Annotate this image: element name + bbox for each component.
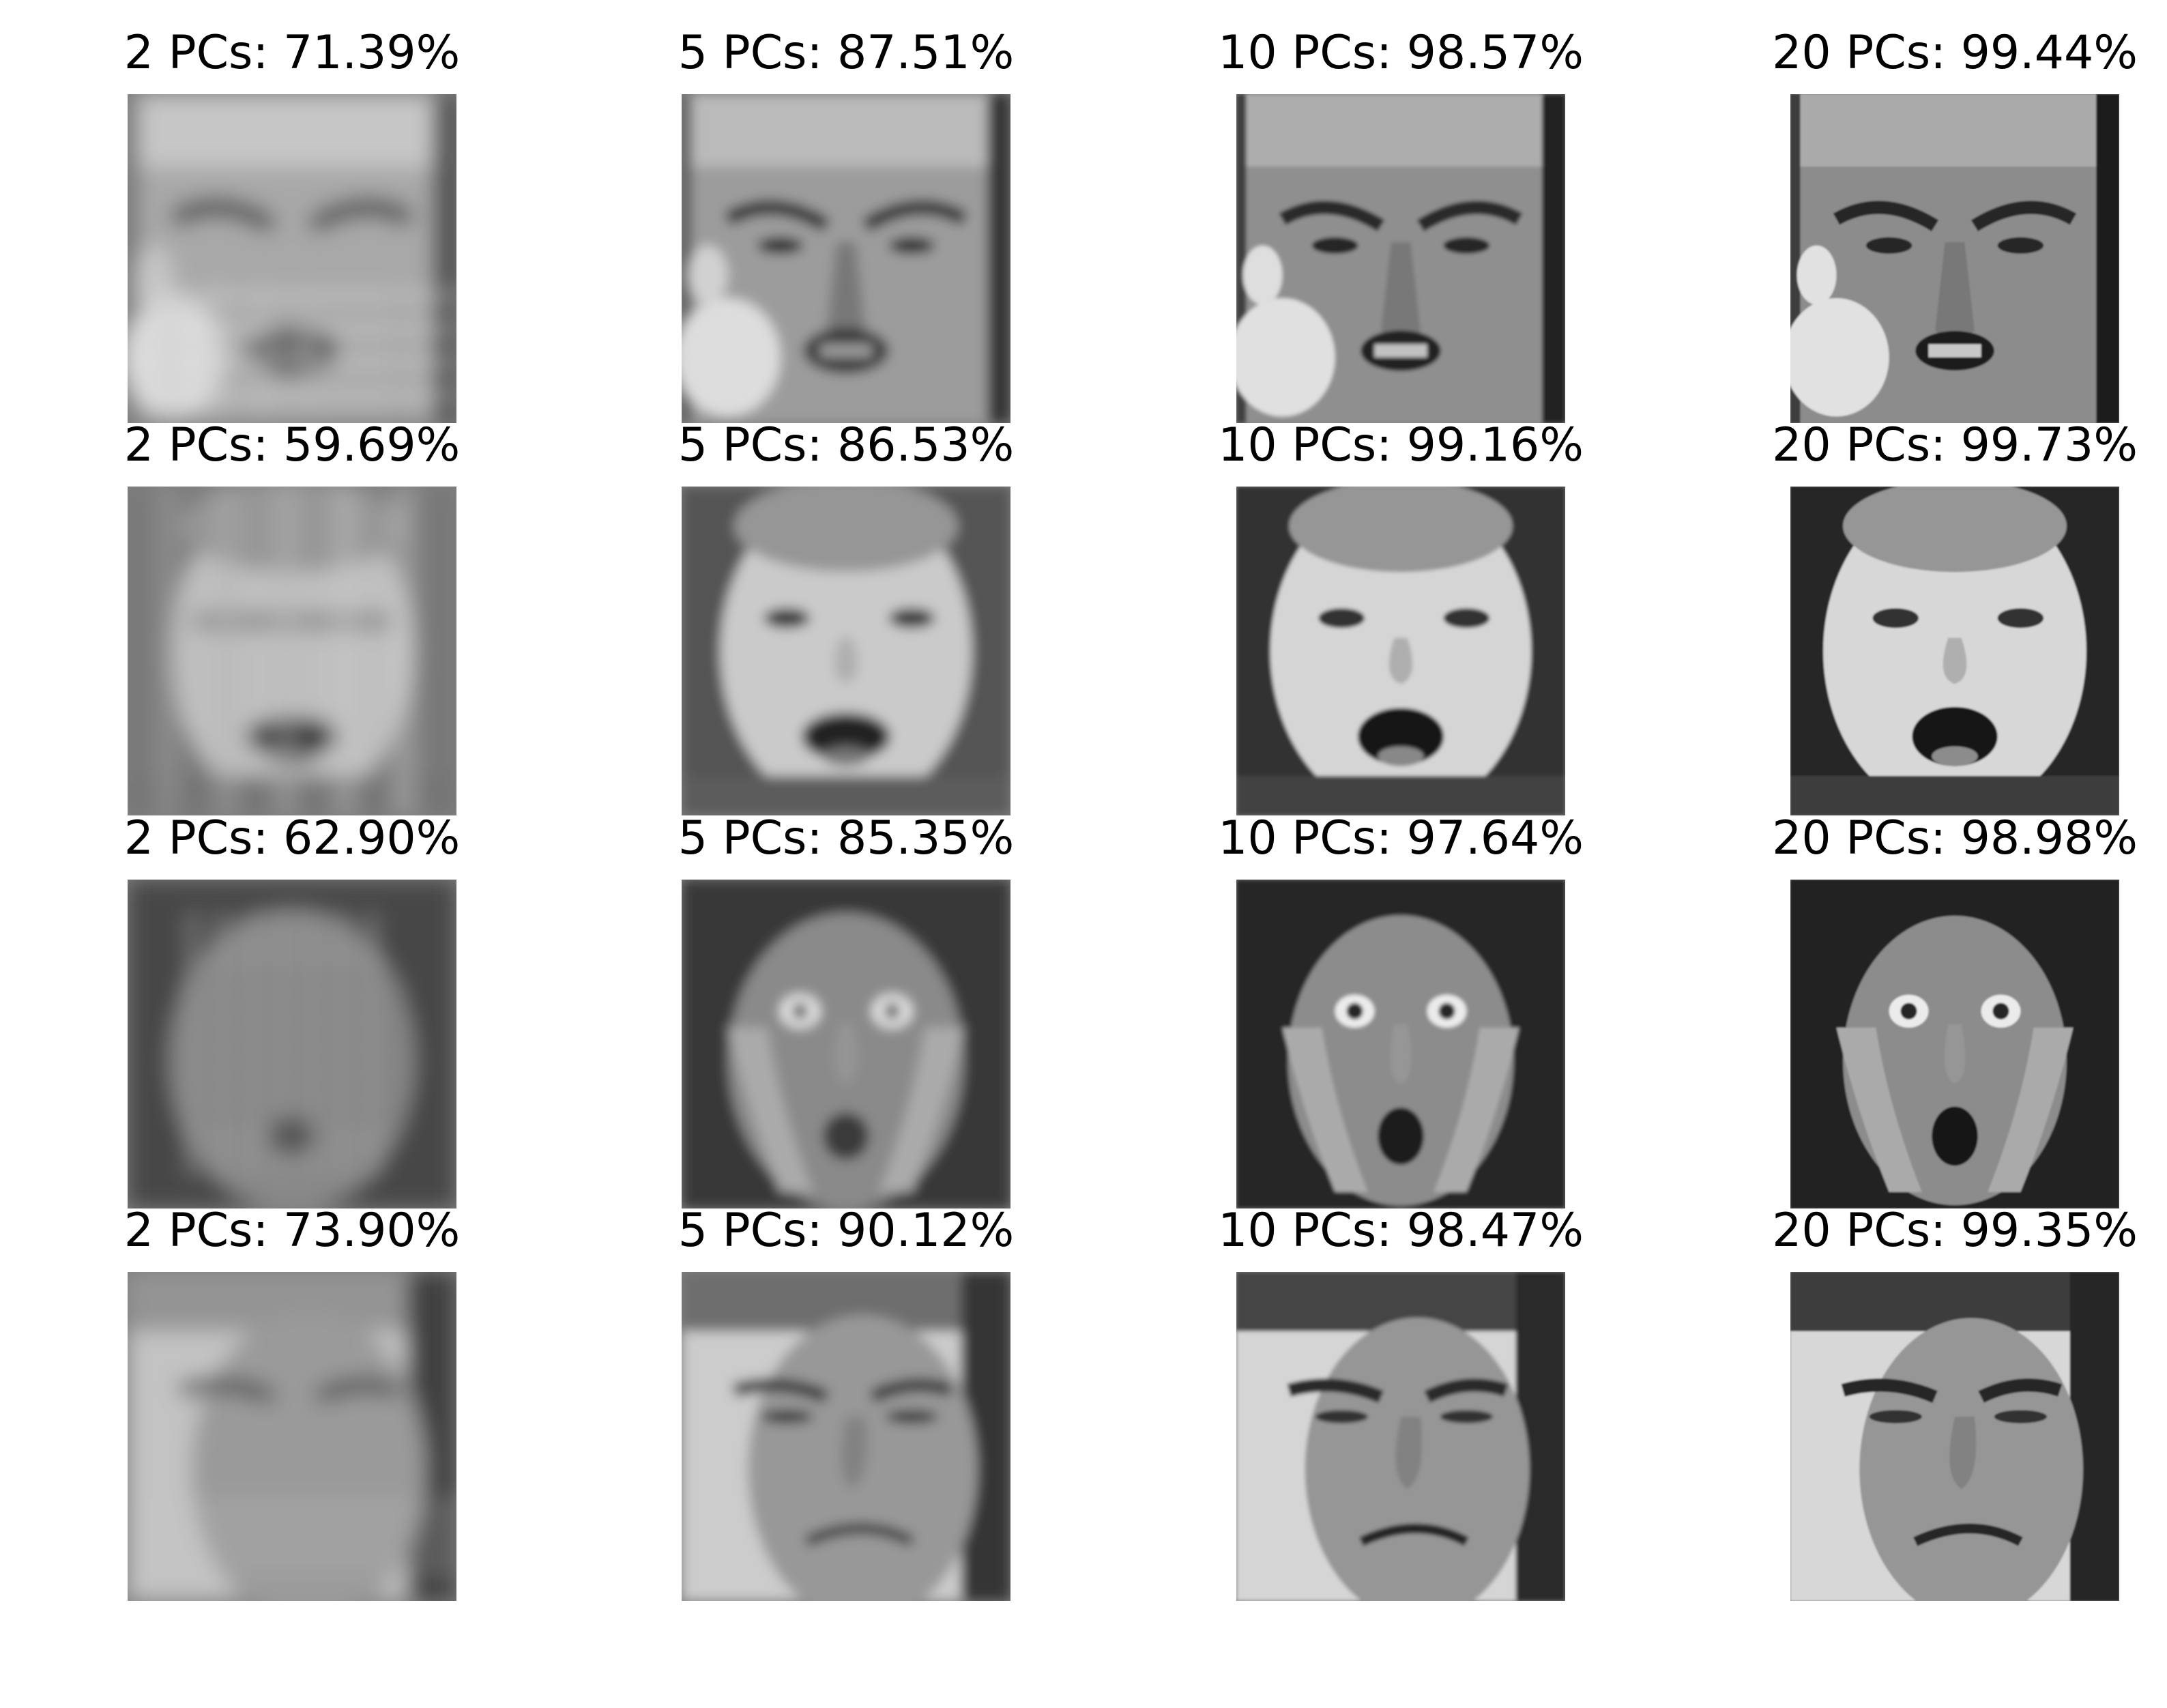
panel-title: 5 PCs: 87.51% [678, 26, 1015, 80]
face-panel-row2-col4: 20 PCs: 99.73% [1772, 418, 2138, 815]
panel-title: 10 PCs: 97.64% [1218, 811, 1584, 865]
face-panel-row1-col4: 20 PCs: 99.44% [1772, 26, 2138, 423]
panel-title: 10 PCs: 98.57% [1218, 26, 1584, 80]
panel-title: 2 PCs: 59.69% [123, 418, 461, 472]
reconstructed-face-image [128, 487, 456, 815]
reconstructed-face-image [682, 880, 1010, 1208]
face-panel-row4-col4: 20 PCs: 99.35% [1772, 1204, 2138, 1601]
reconstructed-face-image [1236, 487, 1565, 815]
panel-title: 10 PCs: 98.47% [1218, 1204, 1584, 1258]
panel-title: 10 PCs: 99.16% [1218, 418, 1584, 472]
face-panel-row2-col2: 5 PCs: 86.53% [678, 418, 1014, 815]
panel-title: 2 PCs: 62.90% [123, 811, 461, 865]
reconstructed-face-image [682, 1272, 1010, 1601]
reconstructed-face-image [1790, 94, 2119, 423]
face-panel-row4-col1: 2 PCs: 73.90% [124, 1204, 460, 1601]
face-panel-row3-col3: 10 PCs: 97.64% [1218, 811, 1584, 1208]
face-panel-row2-col3: 10 PCs: 99.16% [1218, 418, 1584, 815]
face-panel-row4-col3: 10 PCs: 98.47% [1218, 1204, 1584, 1601]
panel-title: 20 PCs: 99.73% [1772, 418, 2138, 472]
reconstructed-face-image [128, 94, 456, 423]
panel-title: 2 PCs: 71.39% [123, 26, 461, 80]
panel-title: 20 PCs: 99.35% [1772, 1204, 2138, 1258]
reconstructed-face-image [1236, 1272, 1565, 1601]
reconstructed-face-image [128, 880, 456, 1208]
face-panel-row1-col3: 10 PCs: 98.57% [1218, 26, 1584, 423]
reconstructed-face-image [682, 94, 1010, 423]
reconstructed-face-image [1236, 94, 1565, 423]
face-panel-row3-col1: 2 PCs: 62.90% [124, 811, 460, 1208]
face-panel-row2-col1: 2 PCs: 59.69% [124, 418, 460, 815]
reconstructed-face-image [128, 1272, 456, 1601]
face-panel-row3-col2: 5 PCs: 85.35% [678, 811, 1014, 1208]
face-panel-row1-col2: 5 PCs: 87.51% [678, 26, 1014, 423]
face-panel-row1-col1: 2 PCs: 71.39% [124, 26, 460, 423]
reconstructed-face-image [1790, 1272, 2119, 1601]
panel-title: 5 PCs: 85.35% [678, 811, 1015, 865]
panel-title: 20 PCs: 98.98% [1772, 811, 2138, 865]
reconstructed-face-image [1790, 880, 2119, 1208]
reconstructed-face-image [1236, 880, 1565, 1208]
face-panel-row3-col4: 20 PCs: 98.98% [1772, 811, 2138, 1208]
panel-title: 2 PCs: 73.90% [123, 1204, 461, 1258]
panel-title: 5 PCs: 90.12% [678, 1204, 1015, 1258]
panel-title: 5 PCs: 86.53% [678, 418, 1015, 472]
panel-title: 20 PCs: 99.44% [1772, 26, 2138, 80]
face-panel-row4-col2: 5 PCs: 90.12% [678, 1204, 1014, 1601]
reconstructed-face-image [682, 487, 1010, 815]
reconstructed-face-image [1790, 487, 2119, 815]
